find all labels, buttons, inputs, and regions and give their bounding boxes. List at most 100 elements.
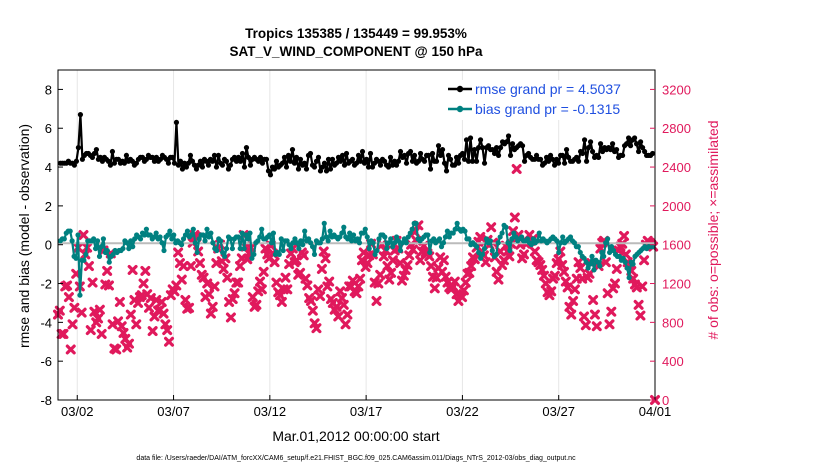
obs-point (111, 344, 122, 355)
bias-point (462, 228, 468, 234)
bias-point (497, 234, 503, 240)
obs-point (466, 261, 477, 272)
obs-point (62, 280, 73, 291)
bias-point (227, 236, 234, 242)
obs-point (606, 306, 617, 317)
y-left-tick-label: -8 (40, 393, 52, 408)
bias-point (61, 236, 67, 242)
rmse-point (635, 148, 642, 155)
bias-point (591, 267, 597, 273)
rmse-point (341, 162, 348, 168)
obs-point (568, 296, 579, 306)
obs-point (158, 308, 169, 319)
rmse-point (613, 146, 620, 153)
rmse-point (415, 158, 422, 164)
rmse-point (349, 156, 356, 162)
bias-point (407, 230, 413, 236)
rmse-point (505, 133, 512, 139)
rmse-point (429, 150, 436, 157)
rmse-point (301, 160, 308, 166)
obs-point (609, 278, 620, 289)
x-tick-label: 03/02 (61, 404, 94, 419)
bias-point (157, 234, 163, 240)
rmse-point (359, 148, 366, 155)
bias-point (184, 228, 191, 234)
rmse-point (563, 146, 570, 153)
obs-point (529, 246, 540, 257)
obs-point (103, 280, 114, 291)
rmse-point (337, 158, 344, 164)
rmse-point (93, 146, 100, 153)
rmse-point (97, 154, 104, 160)
rmse-point (169, 154, 176, 160)
obs-point (131, 319, 142, 330)
rmse-point (193, 166, 200, 172)
obs-point (78, 230, 89, 240)
rmse-point (477, 137, 484, 143)
bias-point (397, 247, 404, 254)
bias-point (319, 236, 325, 242)
x-axis-label: Mar.01,2012 00:00:00 start (272, 428, 439, 444)
obs-point (307, 305, 318, 316)
rmse-point (245, 154, 252, 160)
obs-point (107, 319, 118, 330)
bias-point (495, 240, 501, 246)
obs-point (469, 254, 480, 265)
legend-bias-marker (456, 105, 464, 113)
obs-point (635, 310, 646, 321)
bias-point (317, 240, 323, 246)
bias-point (509, 236, 515, 242)
bias-point (595, 259, 601, 265)
rmse-series (57, 112, 656, 178)
bias-point (104, 247, 110, 254)
bias-point (376, 236, 382, 242)
y-left-tick-label: 0 (45, 238, 52, 253)
bias-point (493, 251, 499, 258)
bias-point (321, 220, 327, 226)
bias-point (298, 238, 304, 244)
rmse-point (453, 154, 460, 160)
bias-point (567, 234, 574, 240)
rmse-point (395, 158, 402, 164)
rmse-point (237, 158, 244, 164)
obs-point (509, 212, 520, 223)
bias-point (147, 232, 153, 238)
bias-point (454, 220, 460, 226)
rmse-point (179, 166, 186, 172)
obs-point (619, 230, 630, 241)
rmse-point (503, 139, 510, 145)
obs-point (202, 278, 213, 289)
bias-point (94, 238, 101, 244)
bias-point (356, 240, 363, 246)
rmse-point (209, 158, 216, 164)
bias-point (374, 247, 380, 254)
bias-point (534, 238, 540, 244)
rmse-point (153, 154, 160, 160)
bias-point (610, 247, 617, 254)
rmse-point (91, 150, 98, 157)
rmse-point (149, 154, 156, 160)
rmse-point (547, 152, 554, 159)
rmse-point (393, 162, 400, 168)
y-axis-left-label: rmse and bias (model - observation) (16, 124, 32, 348)
bias-point (427, 249, 433, 256)
obs-point (480, 257, 491, 268)
rmse-point (439, 146, 446, 153)
bias-point (530, 236, 536, 242)
rmse-point (559, 152, 566, 159)
bias-point (386, 240, 392, 246)
rmse-point (479, 145, 486, 151)
obs-point (233, 277, 244, 288)
obs-point (251, 299, 262, 310)
bias-point (349, 238, 355, 244)
obs-point (458, 285, 469, 296)
obs-point (235, 261, 246, 272)
bias-point (479, 251, 486, 258)
bias-point (137, 236, 144, 242)
rmse-point (549, 156, 556, 162)
obs-point (353, 281, 364, 292)
rmse-point (401, 152, 408, 159)
obs-point (156, 296, 167, 307)
obs-point (185, 261, 196, 272)
bias-point (513, 234, 519, 240)
